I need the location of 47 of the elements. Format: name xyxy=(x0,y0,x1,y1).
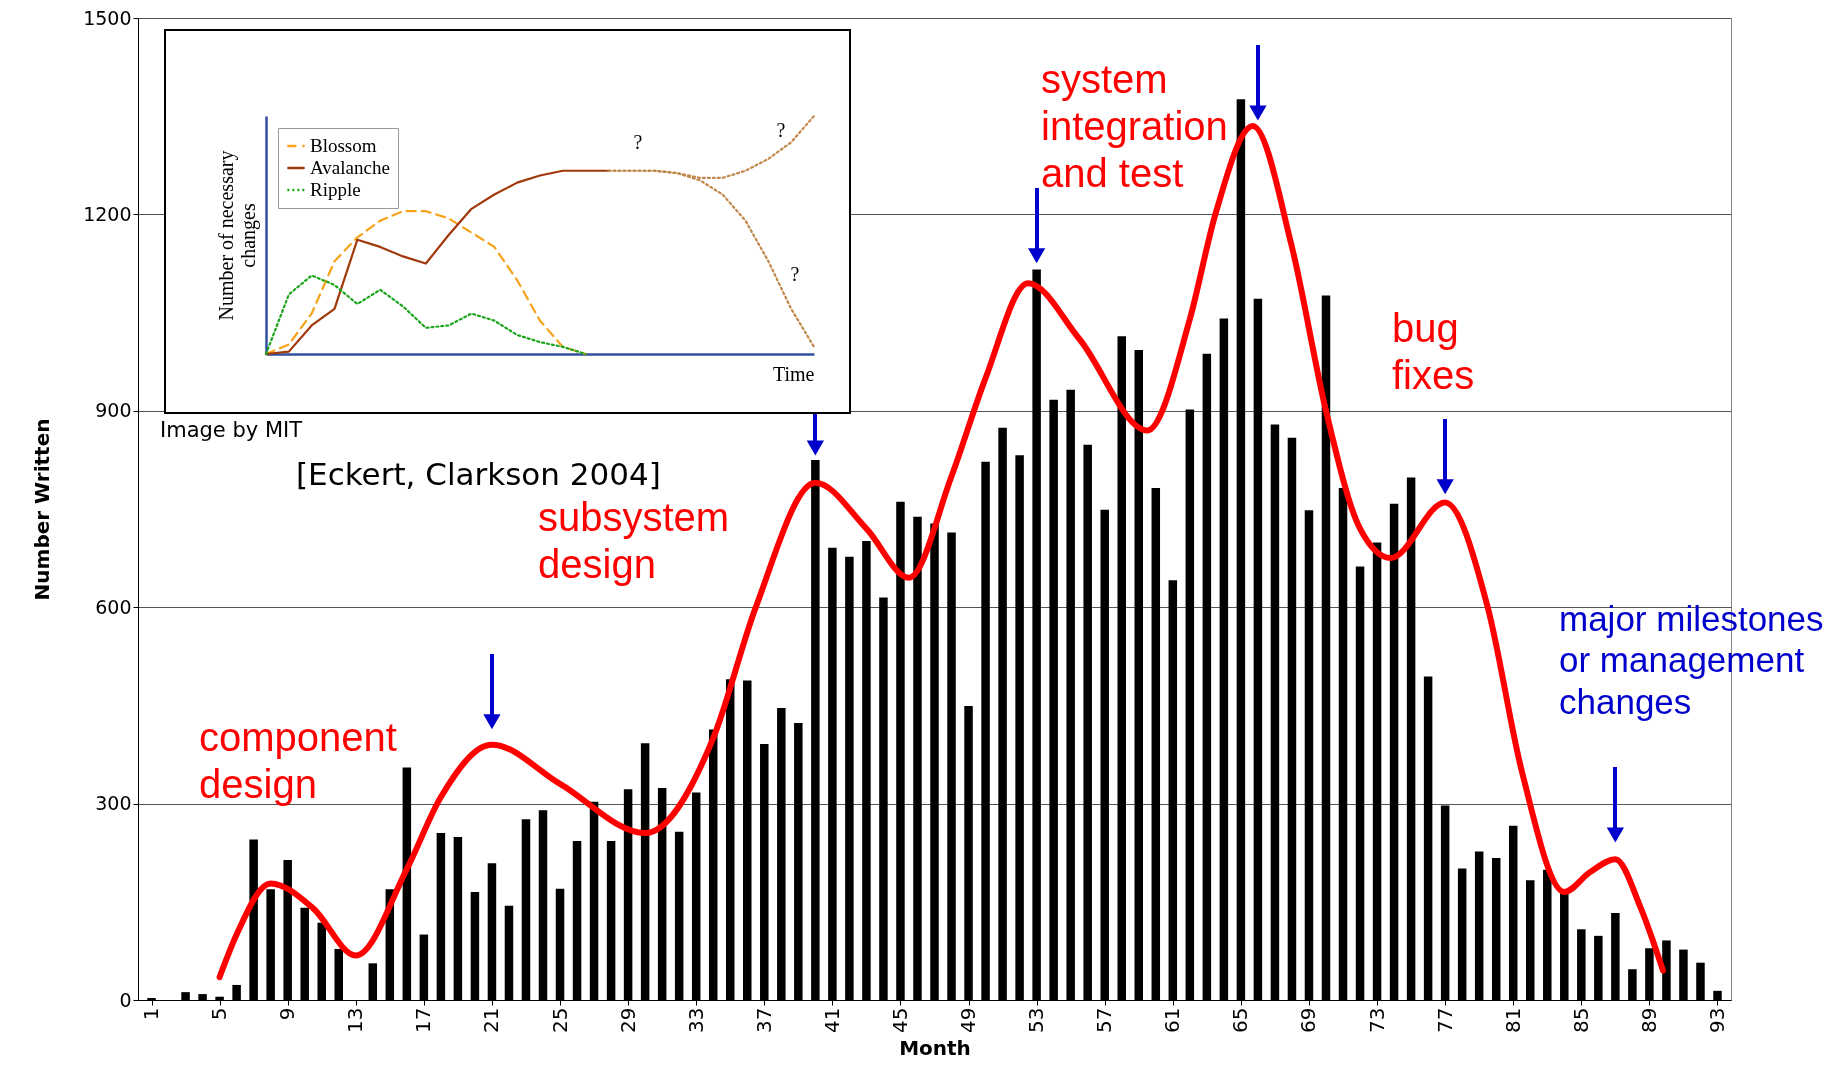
annotation: [Eckert, Clarkson 2004] xyxy=(296,456,661,493)
annotation: bug fixes xyxy=(1392,305,1475,400)
x-tick-label: 93 xyxy=(1704,1007,1729,1033)
y-tick-label: 1200 xyxy=(83,202,132,225)
legend-label: Ripple xyxy=(310,179,361,200)
y-tick-label: 600 xyxy=(95,595,132,618)
y-axis-title: Number Written xyxy=(30,418,55,601)
x-tick-label: 29 xyxy=(615,1007,640,1033)
x-tick-label: 77 xyxy=(1432,1007,1457,1033)
x-tick-label: 1 xyxy=(139,1007,164,1021)
x-tick-label: 53 xyxy=(1024,1007,1049,1033)
y-tick-label: 900 xyxy=(95,399,132,422)
x-tick-label: 5 xyxy=(207,1007,232,1021)
annotation: component design xyxy=(199,714,397,809)
x-tick-label: 49 xyxy=(956,1007,981,1033)
x-tick-label: 9 xyxy=(275,1007,300,1021)
x-tick-label: 65 xyxy=(1228,1007,1253,1033)
x-tick-label: 69 xyxy=(1296,1007,1321,1033)
x-tick-label: 17 xyxy=(411,1007,436,1033)
y-axis-title: Number of necessary changes xyxy=(214,150,260,321)
x-tick-label: 25 xyxy=(547,1007,572,1033)
y-tick-label: 300 xyxy=(95,792,132,815)
x-tick-label: 57 xyxy=(1092,1007,1117,1033)
x-tick-label: 73 xyxy=(1364,1007,1389,1033)
annotation: ? xyxy=(633,131,643,155)
annotation: subsystem design xyxy=(538,494,730,589)
x-tick-label: 45 xyxy=(887,1007,912,1033)
x-tick-label: 41 xyxy=(819,1007,844,1033)
x-tick-label: 61 xyxy=(1160,1007,1185,1033)
annotation: ? xyxy=(776,119,786,143)
x-tick-label: 89 xyxy=(1636,1007,1661,1033)
x-tick-label: 21 xyxy=(479,1007,504,1033)
y-tick-label: 0 xyxy=(119,988,132,1011)
y-tick-label: 1500 xyxy=(83,6,132,29)
x-tick-label: 37 xyxy=(751,1007,776,1033)
legend-label: Avalanche xyxy=(310,157,390,178)
x-axis-title: Month xyxy=(899,1035,971,1060)
x-axis-title: Time xyxy=(772,362,815,385)
x-tick-label: 81 xyxy=(1500,1007,1525,1033)
legend-label: Blossom xyxy=(310,135,377,156)
x-tick-label: 85 xyxy=(1568,1007,1593,1033)
x-tick-label: 33 xyxy=(683,1007,708,1033)
annotation: major milestones or management changes xyxy=(1559,598,1824,722)
annotation: ? xyxy=(790,263,800,287)
x-tick-label: 13 xyxy=(343,1007,368,1033)
annotation: system integration and test xyxy=(1041,56,1228,198)
annotation: Image by MIT xyxy=(160,418,303,443)
